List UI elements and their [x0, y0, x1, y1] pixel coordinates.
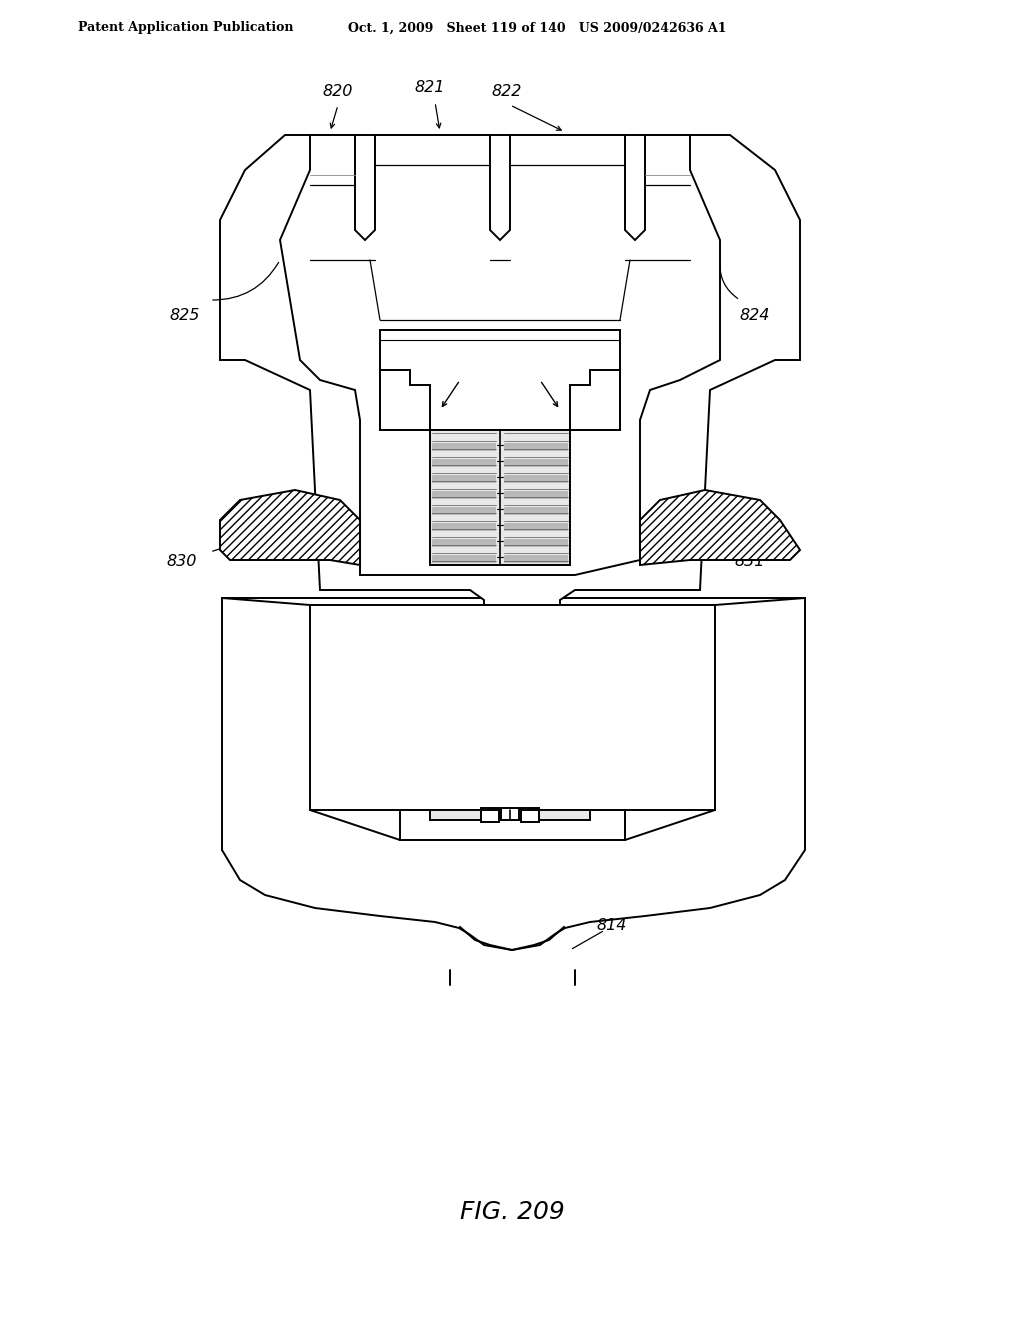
Polygon shape	[481, 808, 499, 820]
Polygon shape	[400, 810, 625, 840]
Polygon shape	[432, 554, 496, 564]
Polygon shape	[640, 490, 800, 565]
Text: 830: 830	[167, 554, 198, 569]
Polygon shape	[521, 810, 539, 822]
Text: Oct. 1, 2009   Sheet 119 of 140   US 2009/0242636 A1: Oct. 1, 2009 Sheet 119 of 140 US 2009/02…	[348, 21, 726, 34]
Text: 820: 820	[323, 84, 353, 99]
Polygon shape	[570, 370, 620, 430]
Polygon shape	[504, 491, 568, 499]
Text: Patent Application Publication: Patent Application Publication	[78, 21, 294, 34]
Polygon shape	[310, 605, 715, 810]
Polygon shape	[501, 808, 519, 820]
Polygon shape	[380, 330, 620, 430]
Polygon shape	[504, 554, 568, 564]
Polygon shape	[504, 523, 568, 531]
Polygon shape	[521, 808, 539, 820]
Polygon shape	[220, 490, 360, 565]
Text: 831: 831	[735, 554, 765, 569]
Polygon shape	[280, 135, 720, 576]
Polygon shape	[430, 430, 570, 565]
Polygon shape	[504, 507, 568, 515]
Polygon shape	[481, 810, 499, 822]
Polygon shape	[432, 475, 496, 483]
Text: 814: 814	[597, 917, 627, 932]
Polygon shape	[504, 539, 568, 546]
Text: FIG. 209: FIG. 209	[460, 1200, 564, 1224]
Text: 821: 821	[415, 81, 445, 95]
Polygon shape	[432, 539, 496, 546]
Polygon shape	[504, 459, 568, 467]
Text: 824: 824	[739, 308, 770, 322]
Polygon shape	[432, 459, 496, 467]
Polygon shape	[432, 491, 496, 499]
Polygon shape	[432, 444, 496, 451]
Polygon shape	[380, 370, 430, 430]
Polygon shape	[504, 444, 568, 451]
Polygon shape	[432, 507, 496, 515]
Polygon shape	[432, 523, 496, 531]
Text: 822: 822	[492, 84, 522, 99]
Polygon shape	[220, 135, 800, 620]
Polygon shape	[430, 810, 590, 820]
Text: 825: 825	[170, 308, 200, 322]
Polygon shape	[222, 598, 805, 950]
Polygon shape	[504, 475, 568, 483]
